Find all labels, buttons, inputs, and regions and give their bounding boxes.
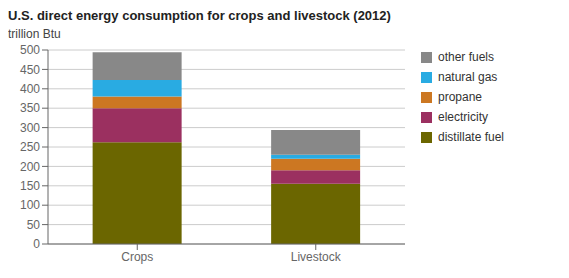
svg-text:50: 50 — [27, 218, 41, 232]
html-text:electricity: electricity — [438, 110, 488, 124]
svg-text:Crops: Crops — [121, 250, 153, 264]
html-text:U.S. direct energy consumption: U.S. direct energy consumption for crops… — [8, 8, 391, 23]
html-text:propane: propane — [438, 90, 482, 104]
svg-text:250: 250 — [20, 140, 40, 154]
svg-text:300: 300 — [20, 121, 40, 135]
svg-text:150: 150 — [20, 179, 40, 193]
html-text:trillion Btu: trillion Btu — [8, 27, 61, 41]
svg-text:350: 350 — [20, 101, 40, 115]
svg-text:500: 500 — [20, 43, 40, 57]
html-text:other fuels: other fuels — [438, 50, 494, 64]
svg-text:Livestock: Livestock — [291, 250, 342, 264]
html-text:natural gas: natural gas — [438, 70, 498, 84]
svg-text:0: 0 — [33, 237, 40, 251]
svg-text:100: 100 — [20, 198, 40, 212]
html-text:distillate fuel: distillate fuel — [438, 130, 504, 144]
svg-text:200: 200 — [20, 160, 40, 174]
svg-text:450: 450 — [20, 63, 40, 77]
svg-text:400: 400 — [20, 82, 40, 96]
